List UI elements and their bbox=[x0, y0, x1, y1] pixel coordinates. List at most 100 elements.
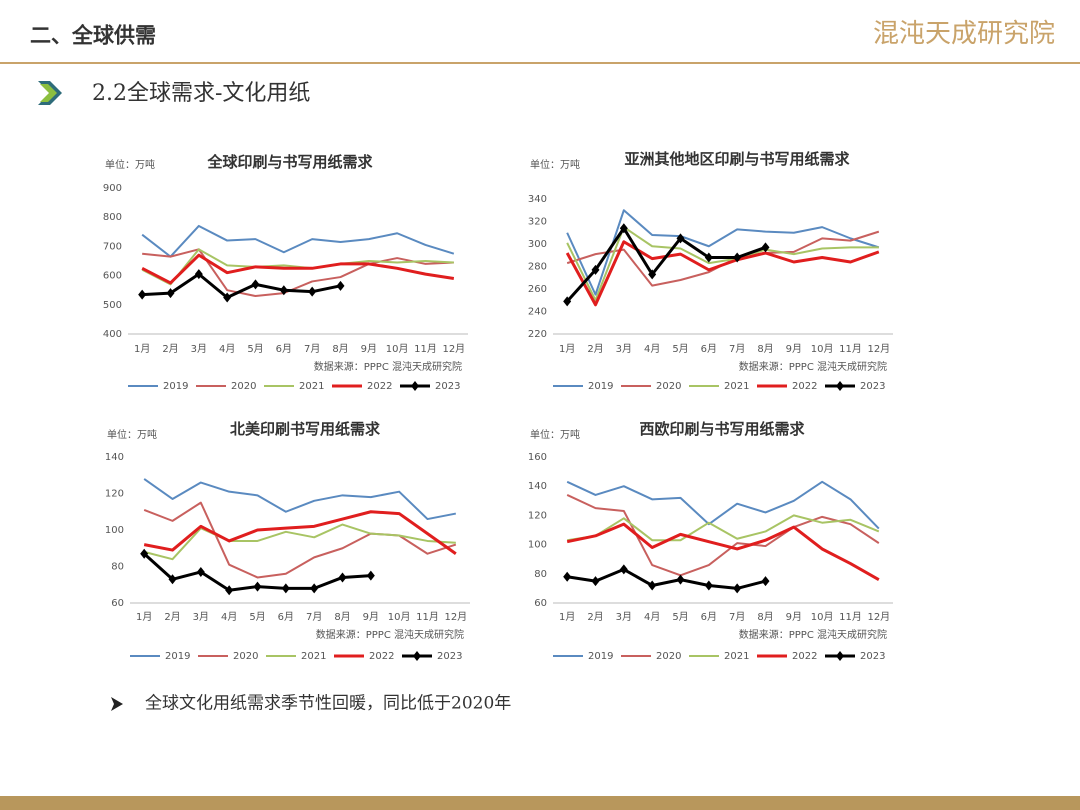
x-tick-label: 5月 bbox=[672, 343, 688, 355]
legend-label: 2023 bbox=[437, 651, 462, 662]
y-tick-label: 160 bbox=[528, 452, 547, 463]
chart-title: 西欧印刷与书写用纸需求 bbox=[639, 420, 805, 438]
x-tick-label: 12月 bbox=[442, 343, 465, 355]
y-tick-label: 80 bbox=[534, 569, 547, 580]
y-tick-label: 220 bbox=[528, 329, 547, 340]
chevron-icon-inner bbox=[40, 84, 57, 102]
data-point bbox=[704, 252, 713, 263]
x-tick-label: 2月 bbox=[164, 611, 180, 623]
data-point bbox=[366, 570, 375, 581]
x-tick-label: 10月 bbox=[388, 611, 411, 623]
legend-label: 2019 bbox=[165, 651, 190, 662]
x-tick-label: 1月 bbox=[136, 611, 152, 623]
legend-label: 2019 bbox=[588, 381, 613, 392]
series-line bbox=[566, 226, 767, 303]
data-point bbox=[648, 269, 657, 280]
x-tick-label: 6月 bbox=[701, 343, 717, 355]
x-tick-label: 3月 bbox=[193, 611, 209, 623]
x-tick-label: 8月 bbox=[332, 343, 348, 355]
x-tick-label: 12月 bbox=[867, 343, 890, 355]
x-tick-label: 12月 bbox=[444, 611, 467, 623]
x-tick-label: 1月 bbox=[134, 343, 150, 355]
source-note: 数据来源：PPPC 混沌天成研究院 bbox=[739, 628, 887, 641]
legend-label: 2020 bbox=[656, 651, 681, 662]
y-tick-label: 800 bbox=[103, 212, 122, 223]
data-point bbox=[733, 583, 742, 594]
legend-label: 2023 bbox=[435, 381, 460, 392]
data-point bbox=[225, 585, 234, 596]
data-point bbox=[168, 574, 177, 585]
x-tick-label: 6月 bbox=[276, 343, 292, 355]
x-tick-label: 8月 bbox=[757, 611, 773, 623]
x-tick-label: 9月 bbox=[363, 611, 379, 623]
data-point bbox=[223, 292, 232, 303]
y-tick-label: 140 bbox=[528, 481, 547, 492]
data-point bbox=[563, 571, 572, 582]
x-tick-label: 9月 bbox=[361, 343, 377, 355]
series-line bbox=[566, 567, 766, 590]
series-line bbox=[143, 523, 456, 561]
data-point bbox=[704, 580, 713, 591]
data-point bbox=[676, 233, 685, 244]
data-point bbox=[338, 572, 347, 583]
legend-label: 2023 bbox=[860, 381, 885, 392]
series-line bbox=[142, 272, 341, 299]
y-tick-label: 400 bbox=[103, 329, 122, 340]
y-tick-label: 100 bbox=[528, 540, 547, 551]
x-tick-label: 3月 bbox=[191, 343, 207, 355]
y-tick-label: 100 bbox=[105, 525, 124, 536]
y-tick-label: 280 bbox=[528, 262, 547, 273]
y-tick-label: 260 bbox=[528, 284, 547, 295]
legend-label: 2023 bbox=[860, 651, 885, 662]
chart-title: 北美印刷书写用纸需求 bbox=[230, 420, 381, 438]
data-point bbox=[308, 286, 317, 297]
data-point bbox=[194, 269, 203, 280]
bullet-icon bbox=[111, 697, 123, 711]
series-line bbox=[566, 494, 880, 577]
source-note: 数据来源：PPPC 混沌天成研究院 bbox=[314, 360, 462, 373]
bullet-text: 全球文化用纸需求季节性回暖，同比低于2020年 bbox=[145, 694, 511, 714]
data-point bbox=[648, 580, 657, 591]
x-tick-label: 1月 bbox=[559, 611, 575, 623]
legend-label: 2022 bbox=[792, 651, 817, 662]
logo: 混沌天成研究院 bbox=[873, 19, 1055, 49]
x-tick-label: 11月 bbox=[839, 343, 862, 355]
x-tick-label: 7月 bbox=[729, 611, 745, 623]
data-point bbox=[761, 242, 770, 253]
data-point bbox=[281, 583, 290, 594]
data-point bbox=[563, 296, 572, 307]
unit-label: 单位：万吨 bbox=[530, 158, 580, 171]
legend-label: 2020 bbox=[233, 651, 258, 662]
data-point bbox=[619, 564, 628, 575]
series-line bbox=[143, 501, 457, 579]
y-tick-label: 120 bbox=[528, 510, 547, 521]
legend-marker bbox=[836, 381, 844, 391]
data-point bbox=[196, 566, 205, 577]
legend-label: 2021 bbox=[301, 651, 326, 662]
data-point bbox=[733, 252, 742, 263]
x-tick-label: 7月 bbox=[304, 343, 320, 355]
y-tick-label: 60 bbox=[534, 598, 547, 609]
series-line bbox=[142, 248, 454, 298]
subtitle: 2.2全球需求-文化用纸 bbox=[92, 81, 310, 106]
series-line bbox=[143, 510, 457, 555]
x-tick-label: 3月 bbox=[616, 611, 632, 623]
series-line bbox=[141, 224, 455, 258]
x-tick-label: 10月 bbox=[811, 343, 834, 355]
x-tick-label: 2月 bbox=[162, 343, 178, 355]
y-tick-label: 80 bbox=[111, 562, 124, 573]
series-line bbox=[141, 253, 455, 285]
y-tick-label: 300 bbox=[528, 239, 547, 250]
x-tick-label: 12月 bbox=[867, 611, 890, 623]
y-tick-label: 60 bbox=[111, 598, 124, 609]
footer-bar bbox=[0, 796, 1080, 810]
x-tick-label: 5月 bbox=[247, 343, 263, 355]
data-point bbox=[336, 280, 345, 291]
x-tick-label: 7月 bbox=[729, 343, 745, 355]
series-line bbox=[566, 209, 880, 296]
source-note: 数据来源：PPPC 混沌天成研究院 bbox=[316, 628, 464, 641]
legend-label: 2019 bbox=[163, 381, 188, 392]
data-point bbox=[251, 279, 260, 290]
series-line bbox=[143, 478, 457, 521]
